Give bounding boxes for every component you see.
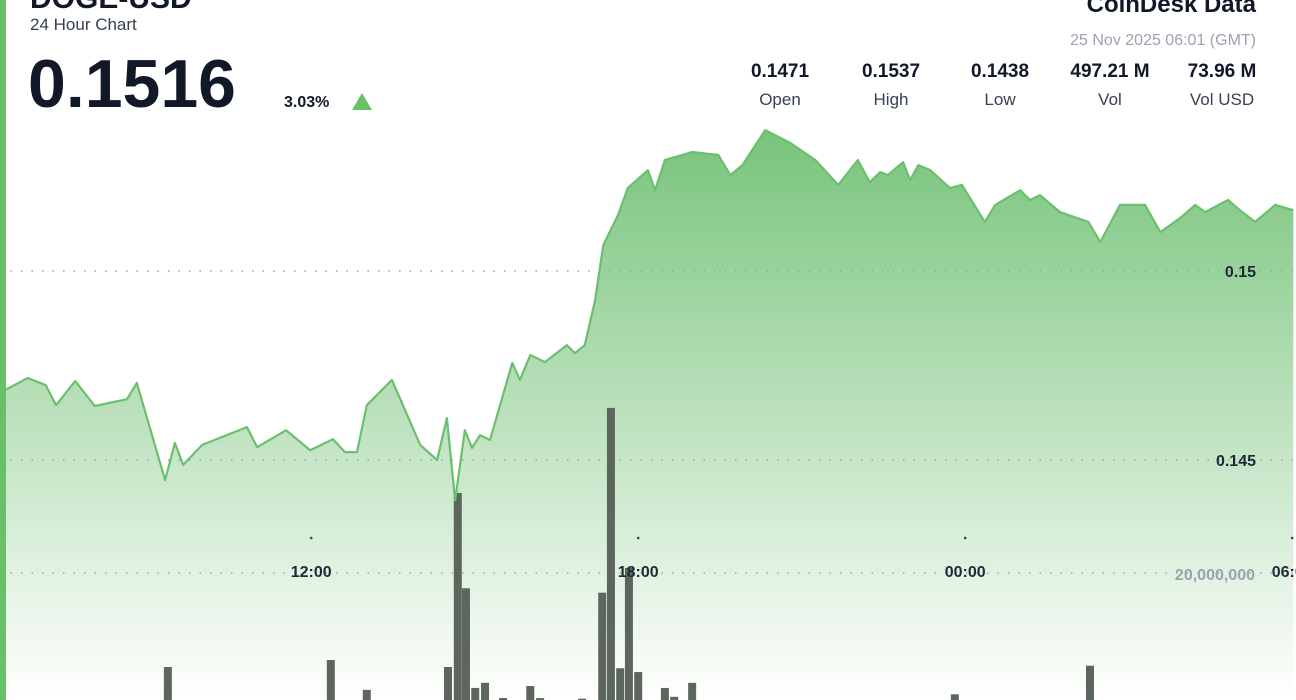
current-price: 0.1516 (28, 46, 236, 122)
plot: 0.145 0.15 20,000,000 12:00 18:00 00:00 06:00 (0, 129, 1296, 700)
stat-value: 0.1438 (971, 61, 1029, 82)
volume-bar (950, 694, 959, 700)
stat-value: 0.1537 (862, 61, 920, 82)
stat-value: 73.96 M (1188, 61, 1257, 82)
x-tick-label: 00:00 (945, 564, 986, 581)
x-tick-label: 06:00 (1272, 564, 1296, 581)
y-tick-label: 0.145 (1216, 453, 1256, 470)
brand: CoinDesk Data (1087, 0, 1257, 18)
chart-subtitle: 24 Hour Chart (30, 15, 137, 34)
stat-label: Vol (1098, 90, 1122, 109)
up-arrow (352, 93, 372, 110)
volume-bar (670, 696, 679, 700)
volume-bar (598, 592, 607, 700)
price-area (4, 130, 1294, 700)
volume-bar (362, 689, 371, 700)
x-tick-mark (309, 536, 313, 540)
volume-bar (606, 407, 615, 700)
x-tick-label: 18:00 (618, 564, 659, 581)
volume-bar (453, 492, 462, 700)
volume-bar (536, 698, 545, 700)
timestamp: 25 Nov 2025 06:01 (GMT) (1070, 32, 1256, 49)
volume-bar (624, 567, 633, 700)
stats: 0.1471 Open 0.1537 High 0.1438 Low 497.21 M Vol… (751, 61, 1256, 109)
chart-title: DOGE-USD (30, 0, 192, 15)
volume-bar (481, 682, 490, 700)
price-change: 3.03% (284, 94, 329, 111)
stat-label: High (874, 90, 909, 109)
volume-bar (499, 698, 508, 700)
volume-bar (578, 698, 587, 700)
volume-bar (443, 666, 452, 700)
volume-bar (616, 668, 625, 700)
x-tick-label: 12:00 (291, 564, 332, 581)
accent-bar (0, 0, 6, 700)
volume-bar (660, 687, 669, 700)
volume-bar (471, 687, 480, 700)
x-tick-mark (1290, 536, 1294, 540)
stat-label: Vol USD (1190, 90, 1254, 109)
volume-bar (634, 672, 643, 700)
stat-value: 497.21 M (1070, 61, 1149, 82)
stat-label: Open (759, 90, 801, 109)
volume-bar (326, 659, 335, 700)
x-tick-mark (636, 536, 640, 540)
price-line (4, 129, 1294, 502)
volume-bar (1085, 665, 1094, 700)
x-tick-mark (963, 536, 967, 540)
volume-bar (461, 588, 470, 700)
volume-bar (526, 686, 535, 700)
volume-bar (688, 682, 697, 700)
volume-bar (163, 666, 172, 700)
y2-tick-label: 20,000,000 (1175, 567, 1255, 584)
stat-value: 0.1471 (751, 61, 810, 82)
y-tick-label: 0.15 (1225, 264, 1256, 281)
stat-label: Low (984, 90, 1016, 109)
